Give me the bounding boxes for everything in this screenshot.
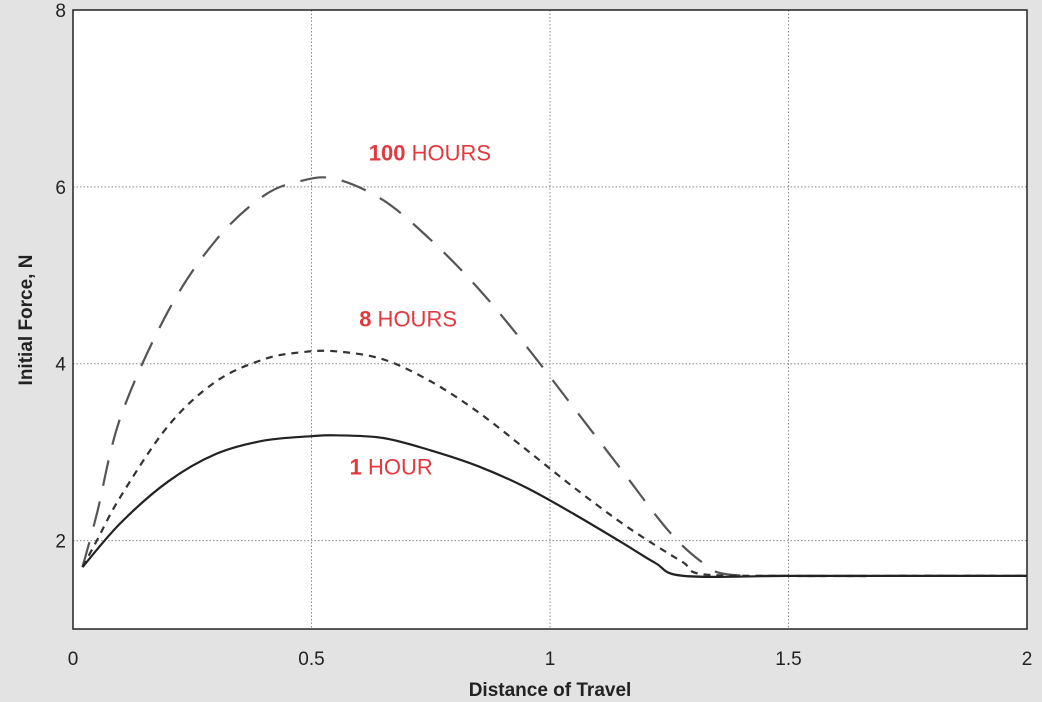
annotation-unit: HOUR	[362, 454, 433, 479]
annotation-number: 100	[369, 140, 406, 165]
plot-frame	[72, 9, 1028, 630]
annotation-number: 8	[359, 307, 371, 332]
x-tick-label: 0	[68, 649, 79, 670]
series-annotation: 1 HOUR	[350, 454, 433, 479]
series-annotation: 100 HOURS	[369, 140, 491, 165]
y-tick-label: 8	[55, 1, 66, 22]
series-line-2	[81, 176, 1027, 578]
y-tick-label: 2	[55, 532, 66, 553]
y-tick-label: 4	[55, 355, 66, 376]
y-axis-title: Initial Force, N	[16, 255, 37, 386]
grid-lines	[73, 10, 1027, 629]
series-line-1	[81, 349, 1027, 578]
series-line-0	[81, 434, 1027, 579]
x-axis-title: Distance of Travel	[469, 680, 632, 701]
x-tick-label: 1.5	[775, 649, 801, 670]
y-tick-label: 6	[55, 178, 66, 199]
series-annotation: 8 HOURS	[359, 307, 457, 332]
annotation-number: 1	[350, 454, 362, 479]
x-tick-label: 0.5	[298, 649, 324, 670]
y-axis-ticks: 2 4 6 8	[55, 1, 66, 553]
x-tick-label: 2	[1022, 649, 1033, 670]
annotation-unit: HOURS	[405, 140, 491, 165]
series-layer	[81, 176, 1027, 579]
annotation-unit: HOURS	[371, 307, 457, 332]
x-axis-ticks: 0 0.5 1 1.5 2	[68, 649, 1033, 670]
x-tick-label: 1	[545, 649, 556, 670]
